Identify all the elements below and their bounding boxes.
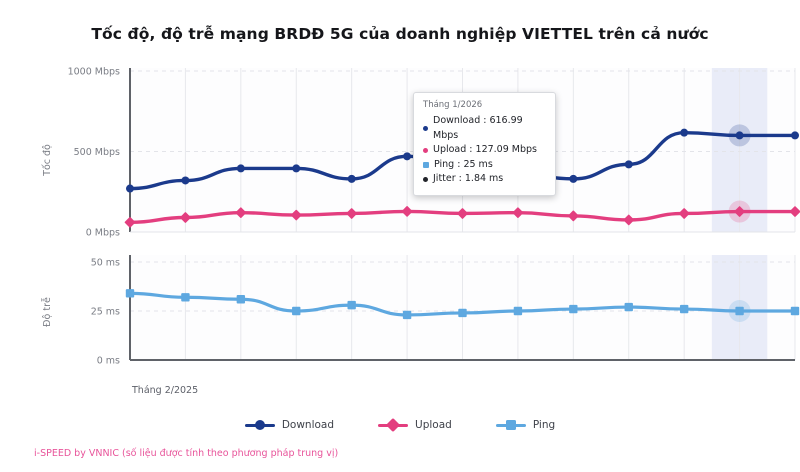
legend-marker-circle-icon <box>244 419 275 431</box>
speed-y-tick-label: 0 Mbps <box>86 228 120 239</box>
data-point-upload[interactable] <box>789 206 800 217</box>
data-point-download[interactable] <box>791 131 799 140</box>
legend-item-upload[interactable]: Upload <box>378 417 452 433</box>
data-point-upload[interactable] <box>235 207 247 219</box>
data-point-ping[interactable] <box>125 289 135 298</box>
tooltip-rows: Download : 616.99 Mbps Upload : 127.09 Mb… <box>423 114 546 187</box>
data-point-ping[interactable] <box>236 295 246 304</box>
data-point-download[interactable] <box>181 176 190 185</box>
data-point-ping[interactable] <box>735 306 744 316</box>
tooltip-series-marker-square-icon <box>423 161 429 168</box>
data-point-upload[interactable] <box>401 206 413 217</box>
latency-y-tick-label: 50 ms <box>91 258 120 269</box>
data-point-download[interactable] <box>347 174 356 183</box>
page-title: Tốc độ, độ trễ mạng BRDĐ 5G của doanh ng… <box>91 25 709 43</box>
data-point-upload[interactable] <box>623 214 635 226</box>
tooltip-row: Jitter : 1.84 ms <box>423 172 546 187</box>
data-point-download[interactable] <box>735 131 744 140</box>
data-point-download[interactable] <box>680 128 689 137</box>
legend-item-label: Ping <box>532 419 556 431</box>
data-point-ping[interactable] <box>790 306 800 316</box>
tooltip-series-marker-circle-icon <box>423 147 428 153</box>
data-point-download[interactable] <box>569 174 578 183</box>
legend-marker-square-icon <box>495 419 526 431</box>
data-point-download[interactable] <box>403 152 412 161</box>
data-point-upload[interactable] <box>568 210 579 222</box>
data-point-upload[interactable] <box>512 207 524 219</box>
x-axis-tick-label: Tháng 2/2025 <box>131 385 198 396</box>
tooltip-row-label: Ping : 25 ms <box>434 158 493 170</box>
tooltip-row: Ping : 25 ms <box>423 158 546 173</box>
data-point-upload[interactable] <box>180 212 191 223</box>
chart-legend: Download Upload Ping <box>0 417 800 433</box>
data-point-upload[interactable] <box>290 209 302 221</box>
legend-item-label: Upload <box>415 419 452 431</box>
chart-tooltip: Tháng 1/2026 Download : 616.99 Mbps Uploa… <box>413 92 556 196</box>
tooltip-title: Tháng 1/2026 <box>423 100 483 110</box>
legend-marker-diamond-icon <box>378 417 409 433</box>
data-point-download[interactable] <box>126 184 134 193</box>
tooltip-row-label: Download : 616.99 Mbps <box>433 115 523 141</box>
legend-item-label: Download <box>281 419 335 431</box>
data-point-upload[interactable] <box>457 208 468 219</box>
data-point-download[interactable] <box>624 160 633 169</box>
legend-item-download[interactable]: Download <box>244 419 335 431</box>
speed-y-tick-label: 1000 Mbps <box>68 67 120 78</box>
data-point-download[interactable] <box>292 164 301 173</box>
tooltip-row-label: Upload : 127.09 Mbps <box>433 144 537 155</box>
data-point-ping[interactable] <box>292 306 301 316</box>
data-point-ping[interactable] <box>569 304 578 314</box>
latency-y-tick-label: 0 ms <box>97 356 120 367</box>
data-point-ping[interactable] <box>402 310 412 320</box>
data-point-upload[interactable] <box>734 206 745 217</box>
speed-y-tick-label: 500 Mbps <box>74 147 120 158</box>
data-point-upload[interactable] <box>346 208 357 219</box>
tooltip-series-marker-circle-icon <box>423 126 428 131</box>
data-point-upload[interactable] <box>678 208 690 219</box>
tooltip-series-marker-circle-icon <box>423 176 428 182</box>
data-point-ping[interactable] <box>624 302 633 312</box>
data-point-download[interactable] <box>236 164 245 173</box>
speed-axis-title: Tốc độ <box>42 144 53 177</box>
tooltip-row: Upload : 127.09 Mbps <box>423 143 546 158</box>
tooltip-row-label: Jitter : 1.84 ms <box>433 173 504 184</box>
tooltip-row: Download : 616.99 Mbps <box>423 114 546 143</box>
latency-axis-title: Độ trễ <box>42 297 53 327</box>
data-point-upload[interactable] <box>124 217 136 228</box>
chart-source-note: i-SPEED by VNNIC (số liệu được tính theo… <box>34 448 339 459</box>
data-point-ping[interactable] <box>181 293 190 302</box>
legend-item-ping[interactable]: Ping <box>495 419 556 431</box>
data-point-ping[interactable] <box>513 306 523 316</box>
data-point-ping[interactable] <box>347 300 356 310</box>
data-point-ping[interactable] <box>679 304 689 314</box>
latency-y-tick-label: 25 ms <box>91 307 120 318</box>
data-point-ping[interactable] <box>458 308 467 318</box>
